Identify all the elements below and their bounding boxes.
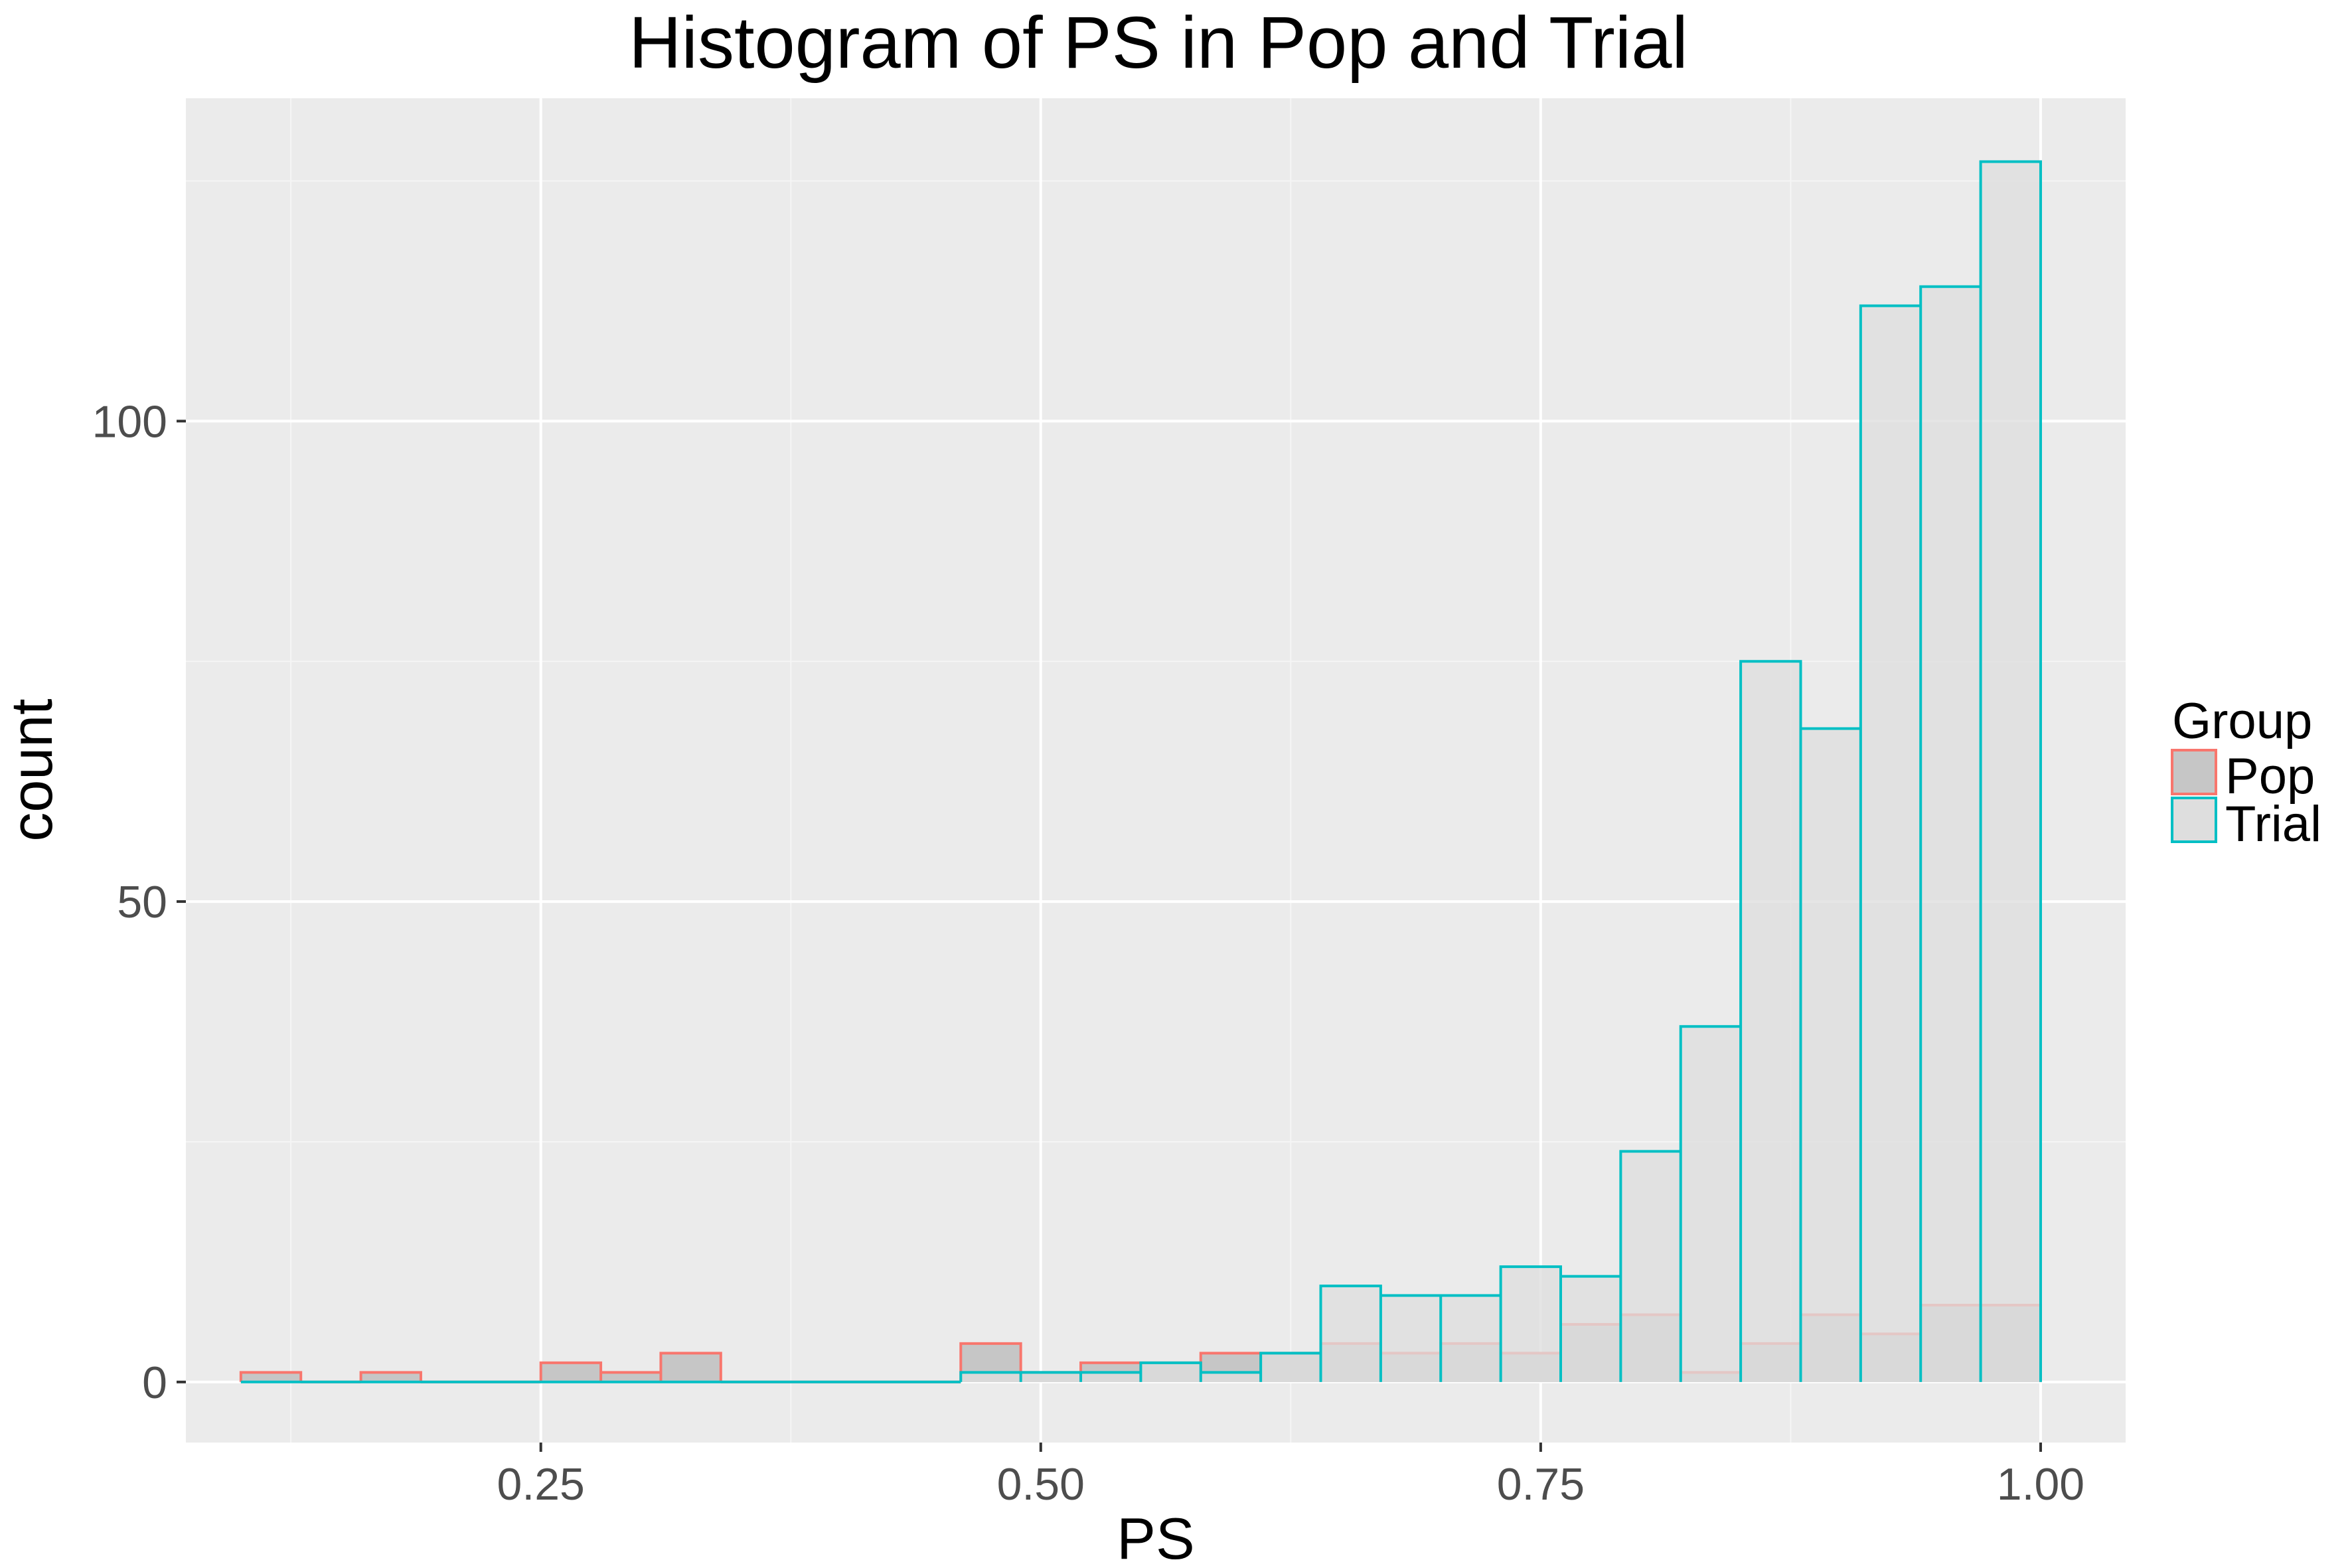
pop-bar: [240, 1372, 301, 1382]
pop-bar: [661, 1353, 721, 1382]
legend-label-pop: Pop: [2225, 748, 2315, 805]
x-axis-ticks: 0.25 0.50 0.75 1.00: [497, 1443, 2084, 1510]
y-tick-label: 0: [142, 1358, 167, 1408]
trial-bar: [1441, 1295, 1501, 1382]
pop-bar: [540, 1362, 601, 1382]
trial-bar: [1860, 305, 1921, 1382]
legend-key-pop: [2171, 749, 2217, 795]
trial-bar: [1200, 1372, 1261, 1382]
x-tick-label: 0.75: [1497, 1459, 1585, 1510]
trial-bar: [1500, 1267, 1561, 1382]
legend: Group Pop Trial: [2171, 693, 2321, 852]
pop-bar: [601, 1372, 661, 1382]
trial-bar: [1140, 1362, 1201, 1382]
trial-bar: [1800, 728, 1861, 1382]
trial-bar: [1320, 1286, 1381, 1382]
trial-bar: [1020, 1372, 1081, 1382]
trial-bar: [1261, 1353, 1321, 1382]
trial-outline: [240, 160, 2042, 1383]
trial-bar: [1741, 661, 1801, 1382]
trial-bar: [1921, 286, 1981, 1382]
minor-gridlines: [186, 98, 2126, 1443]
legend-key-trial: [2171, 797, 2217, 843]
trial-bar: [1620, 1151, 1681, 1382]
y-tick-label: 50: [117, 877, 167, 927]
x-tick-label: 0.25: [497, 1459, 585, 1510]
y-axis-title: count: [0, 698, 64, 841]
pop-bar: [360, 1372, 421, 1382]
trial-bar: [1680, 1026, 1741, 1382]
trial-bar: [1561, 1276, 1621, 1382]
legend-label-trial: Trial: [2225, 796, 2321, 852]
chart-title: Histogram of PS in Pop and Trial: [629, 2, 1688, 84]
legend-title: Group: [2172, 693, 2312, 749]
y-axis-ticks: 0 50 100: [92, 396, 186, 1408]
x-tick-label: 0.50: [997, 1459, 1085, 1510]
y-tick-label: 100: [92, 396, 167, 447]
trial-bar: [1380, 1295, 1441, 1382]
trial-bar: [961, 1372, 1021, 1382]
trial-bar: [1980, 161, 2041, 1382]
x-tick-label: 1.00: [1997, 1459, 2084, 1510]
trial-bars: [240, 160, 2042, 1383]
x-axis-title: PS: [1117, 1506, 1194, 1568]
trial-bar: [1081, 1372, 1141, 1382]
